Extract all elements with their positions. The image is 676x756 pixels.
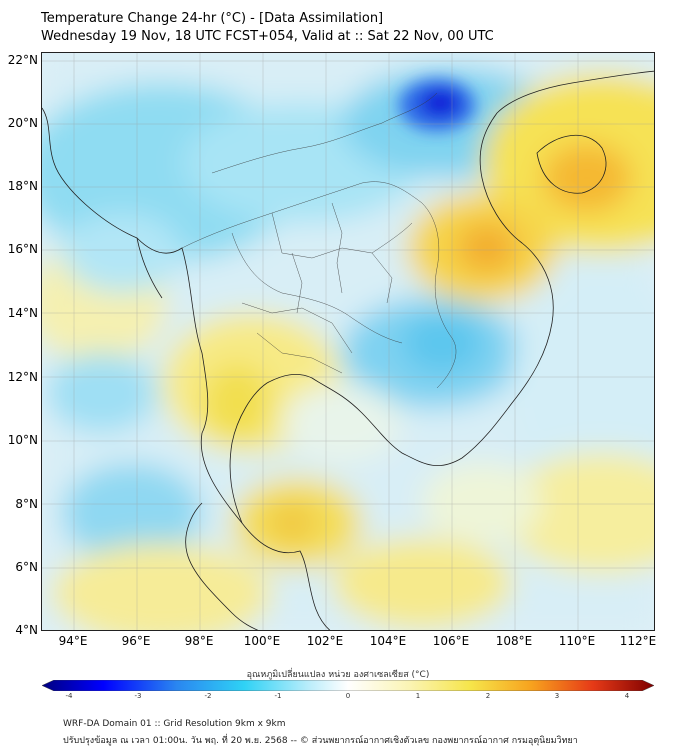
lon-label: 108°E (495, 634, 533, 648)
lon-label: 104°E (369, 634, 407, 648)
temperature-field (42, 53, 654, 630)
lat-label: 18°N (7, 179, 38, 193)
lat-label: 10°N (7, 433, 38, 447)
lat-label: 22°N (7, 53, 38, 67)
colorbar-tick: 1 (415, 692, 421, 700)
map-subtitle: Wednesday 19 Nov, 18 UTC FCST+054, Valid… (41, 29, 494, 44)
map-canvas (42, 53, 654, 630)
cold-anomaly (399, 79, 475, 131)
map-title: Temperature Change 24-hr (°C) - [Data As… (41, 11, 384, 26)
colorbar-label: อุณหภูมิเปลี่ยนแปลง หน่วย องศาเซลเซียส (… (246, 670, 430, 680)
lat-label: 14°N (7, 306, 38, 320)
lat-label: 16°N (7, 242, 38, 256)
lon-label: 102°E (306, 634, 344, 648)
graticule (42, 53, 654, 630)
lat-label: 20°N (7, 116, 38, 130)
colorbar-tick: -3 (134, 692, 142, 700)
lat-label: 6°N (15, 560, 38, 574)
colorbar-tick: -4 (65, 692, 73, 700)
coastlines (42, 70, 654, 630)
lat-label: 4°N (15, 623, 38, 637)
colorbar-tick: -2 (204, 692, 212, 700)
lon-label: 96°E (121, 634, 151, 648)
colorbar-tick: 2 (485, 692, 491, 700)
lon-label: 100°E (243, 634, 281, 648)
lon-label: 110°E (558, 634, 596, 648)
temperature-change-map[interactable] (41, 52, 655, 631)
colorbar-tick: 0 (345, 692, 351, 700)
footer-credit: ปรับปรุงข้อมูล ณ เวลา 01:00น. วัน พฤ. ที… (63, 736, 578, 746)
lon-label: 94°E (58, 634, 88, 648)
colorbar (42, 680, 654, 691)
borders (181, 92, 457, 389)
colorbar-gradient (42, 680, 654, 691)
lat-label: 12°N (7, 370, 38, 384)
lon-label: 98°E (184, 634, 214, 648)
lat-label: 8°N (15, 497, 38, 511)
footer-model-info: WRF-DA Domain 01 :: Grid Resolution 9km … (63, 719, 286, 729)
colorbar-tick: 4 (624, 692, 630, 700)
colorbar-tick: 3 (554, 692, 560, 700)
lon-label: 106°E (432, 634, 470, 648)
colorbar-tick: -1 (274, 692, 282, 700)
lon-label: 112°E (619, 634, 657, 648)
